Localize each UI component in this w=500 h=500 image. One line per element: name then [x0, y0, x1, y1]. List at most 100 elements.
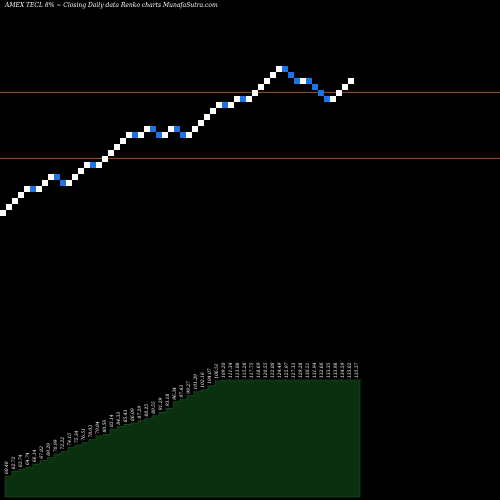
volume-label: 75.34: [75, 430, 80, 443]
up-brick: [114, 144, 120, 150]
up-brick: [144, 126, 150, 132]
up-brick: [198, 120, 204, 126]
reference-lines: [0, 91, 500, 159]
volume-labels: 60.40 62.72 63.74 64.74 66.14 67.82 69.29 70.99…: [5, 362, 360, 474]
volume-label: 125.97: [285, 362, 290, 378]
up-brick: [120, 138, 126, 144]
down-brick: [312, 84, 318, 90]
volume-label: 131.94: [313, 362, 318, 378]
up-brick: [264, 78, 270, 84]
renko-bricks: [0, 66, 354, 216]
volume-silhouette: [4, 379, 362, 498]
volume-label: 70.99: [54, 439, 59, 452]
volume-label: 96.34: [173, 387, 178, 400]
up-brick: [234, 96, 240, 102]
down-brick: [282, 66, 288, 72]
volume-label: 129.28: [299, 362, 304, 378]
volume-label: 133.98: [334, 362, 339, 378]
up-brick: [78, 168, 84, 174]
down-brick: [306, 78, 312, 84]
up-brick: [258, 84, 264, 90]
up-brick: [108, 150, 114, 156]
up-brick: [12, 198, 18, 204]
up-brick: [342, 84, 348, 90]
volume-label: 102.16: [201, 372, 206, 388]
up-brick: [336, 90, 342, 96]
down-brick: [60, 180, 66, 186]
up-brick: [48, 174, 54, 180]
volume-label: 72.22: [61, 437, 66, 450]
up-brick: [300, 78, 306, 84]
volume-label: 64.74: [26, 452, 31, 465]
down-brick: [318, 90, 324, 96]
up-brick: [18, 192, 24, 198]
volume-label: 118.69: [257, 362, 262, 378]
up-brick: [348, 78, 354, 84]
volume-label: 74.15: [68, 433, 73, 446]
up-brick: [216, 102, 222, 108]
volume-label: 127.33: [292, 362, 297, 378]
up-brick: [36, 186, 42, 192]
down-brick: [294, 78, 300, 84]
up-brick: [0, 210, 6, 216]
up-brick: [138, 132, 144, 138]
volume-label: 84.33: [117, 412, 122, 425]
down-brick: [288, 72, 294, 78]
volume-label: 111.34: [229, 362, 234, 378]
volume-area: [4, 379, 362, 498]
volume-label: 135.02: [348, 362, 353, 378]
volume-label: 120.55: [264, 362, 269, 378]
volume-label: 76.51: [82, 428, 87, 441]
volume-label: 101.29: [194, 374, 199, 390]
down-brick: [174, 126, 180, 132]
volume-label: 80.56: [103, 420, 108, 433]
volume-label: 109.20: [222, 362, 227, 378]
down-brick: [30, 186, 36, 192]
volume-label: 89.55: [152, 401, 157, 414]
volume-label: 93.18: [166, 394, 171, 407]
volume-label: 124.49: [278, 362, 283, 378]
volume-label: 63.74: [19, 454, 24, 467]
up-brick: [24, 186, 30, 192]
up-brick: [42, 180, 48, 186]
up-brick: [186, 132, 192, 138]
volume-label: 97.43: [180, 385, 185, 398]
volume-label: 104.07: [208, 368, 213, 384]
volume-label: 132.66: [320, 362, 325, 378]
volume-label: 130.51: [306, 363, 311, 378]
volume-label: 91.29: [159, 397, 164, 410]
up-brick: [204, 114, 210, 120]
up-brick: [246, 96, 252, 102]
volume-label: 86.09: [131, 408, 136, 421]
down-brick: [240, 96, 246, 102]
up-brick: [270, 72, 276, 78]
volume-label: 106.51: [215, 363, 220, 378]
down-brick: [90, 162, 96, 168]
down-brick: [324, 96, 330, 102]
volume-label: 79.84: [96, 421, 101, 434]
up-brick: [168, 126, 174, 132]
up-brick: [66, 180, 72, 186]
volume-label: 115.26: [243, 362, 248, 378]
up-brick: [276, 66, 282, 72]
volume-label: 78.03: [89, 425, 94, 438]
down-brick: [132, 132, 138, 138]
up-brick: [84, 162, 90, 168]
volume-label: 117.75: [250, 362, 255, 378]
down-brick: [180, 132, 186, 138]
down-brick: [54, 174, 60, 180]
chart-title: AMEX TECL 8% ~ Closing Daily data Renko …: [4, 2, 218, 9]
volume-label: 87.29: [138, 406, 143, 419]
down-brick: [222, 102, 228, 108]
down-brick: [156, 132, 162, 138]
down-brick: [150, 126, 156, 132]
up-brick: [96, 162, 102, 168]
volume-label: 66.14: [33, 449, 38, 462]
up-brick: [192, 126, 198, 132]
up-brick: [102, 156, 108, 162]
volume-label: 133.35: [327, 362, 332, 378]
volume-label: 60.40: [5, 461, 10, 474]
volume-label: 122.08: [271, 362, 276, 378]
